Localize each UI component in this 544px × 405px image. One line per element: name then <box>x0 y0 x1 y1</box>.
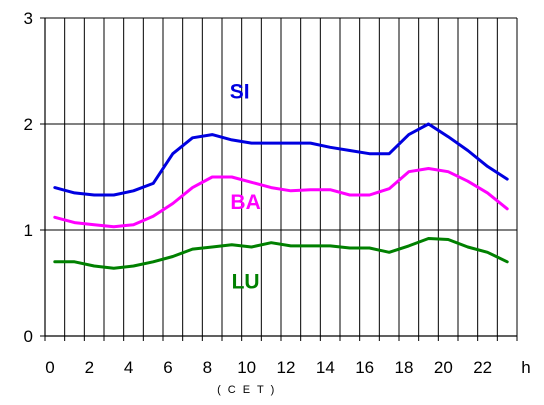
x-tick-label: 10 <box>237 358 256 377</box>
x-tick-label: 2 <box>85 358 94 377</box>
x-tick-label: 14 <box>316 358 335 377</box>
series-label-lu: LU <box>232 270 260 293</box>
y-tick-labels: 0 1 2 3 <box>24 9 33 346</box>
y-tick-label: 1 <box>24 221 33 240</box>
x-tick-label: 12 <box>277 358 296 377</box>
grid-lines <box>45 17 518 336</box>
series-lines <box>53 122 509 270</box>
x-tick-label: 16 <box>355 358 374 377</box>
x-tick-label: 22 <box>473 358 492 377</box>
x-tick-label: 4 <box>124 358 133 377</box>
x-tick-label: 8 <box>203 358 212 377</box>
x-tick-labels: 0 2 4 6 8 10 12 14 16 18 20 22 <box>45 358 492 377</box>
y-tick-label: 3 <box>24 9 33 28</box>
x-axis-note-label: ( C E T ) <box>217 384 276 396</box>
x-axis-unit-label: h <box>521 358 530 377</box>
y-tick-label: 0 <box>24 327 33 346</box>
axes <box>40 17 518 341</box>
series-line-lu <box>53 237 509 270</box>
series-line-ba <box>53 167 509 229</box>
x-tick-label: 6 <box>163 358 172 377</box>
series-labels: SI BA LU <box>230 81 261 294</box>
x-tick-label: 20 <box>434 358 453 377</box>
x-tick-label: 0 <box>45 358 54 377</box>
x-tick-label: 18 <box>395 358 414 377</box>
series-line-si <box>53 122 509 197</box>
series-label-si: SI <box>230 81 250 104</box>
series-label-ba: BA <box>230 191 260 214</box>
y-tick-label: 2 <box>24 115 33 134</box>
